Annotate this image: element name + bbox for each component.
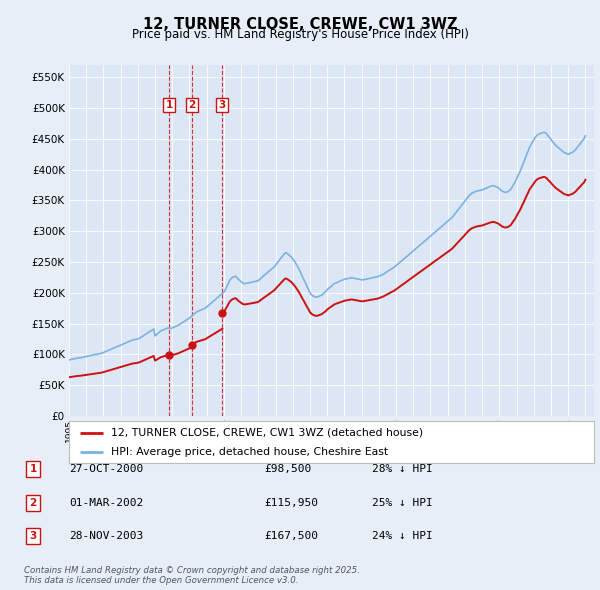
Text: 2: 2 — [29, 498, 37, 507]
Text: 1: 1 — [166, 100, 173, 110]
Text: 12, TURNER CLOSE, CREWE, CW1 3WZ (detached house): 12, TURNER CLOSE, CREWE, CW1 3WZ (detach… — [111, 428, 423, 438]
Text: 01-MAR-2002: 01-MAR-2002 — [69, 498, 143, 507]
Text: HPI: Average price, detached house, Cheshire East: HPI: Average price, detached house, Ches… — [111, 447, 388, 457]
Text: 25% ↓ HPI: 25% ↓ HPI — [372, 498, 433, 507]
Text: £115,950: £115,950 — [264, 498, 318, 507]
Text: Contains HM Land Registry data © Crown copyright and database right 2025.
This d: Contains HM Land Registry data © Crown c… — [24, 566, 360, 585]
Text: 1: 1 — [29, 464, 37, 474]
Text: 28-NOV-2003: 28-NOV-2003 — [69, 532, 143, 541]
Text: 3: 3 — [219, 100, 226, 110]
Text: Price paid vs. HM Land Registry's House Price Index (HPI): Price paid vs. HM Land Registry's House … — [131, 28, 469, 41]
Text: £167,500: £167,500 — [264, 532, 318, 541]
Text: 2: 2 — [188, 100, 196, 110]
Text: 27-OCT-2000: 27-OCT-2000 — [69, 464, 143, 474]
Text: 3: 3 — [29, 532, 37, 541]
Text: 28% ↓ HPI: 28% ↓ HPI — [372, 464, 433, 474]
Text: 24% ↓ HPI: 24% ↓ HPI — [372, 532, 433, 541]
Text: 12, TURNER CLOSE, CREWE, CW1 3WZ: 12, TURNER CLOSE, CREWE, CW1 3WZ — [143, 17, 457, 31]
Text: £98,500: £98,500 — [264, 464, 311, 474]
